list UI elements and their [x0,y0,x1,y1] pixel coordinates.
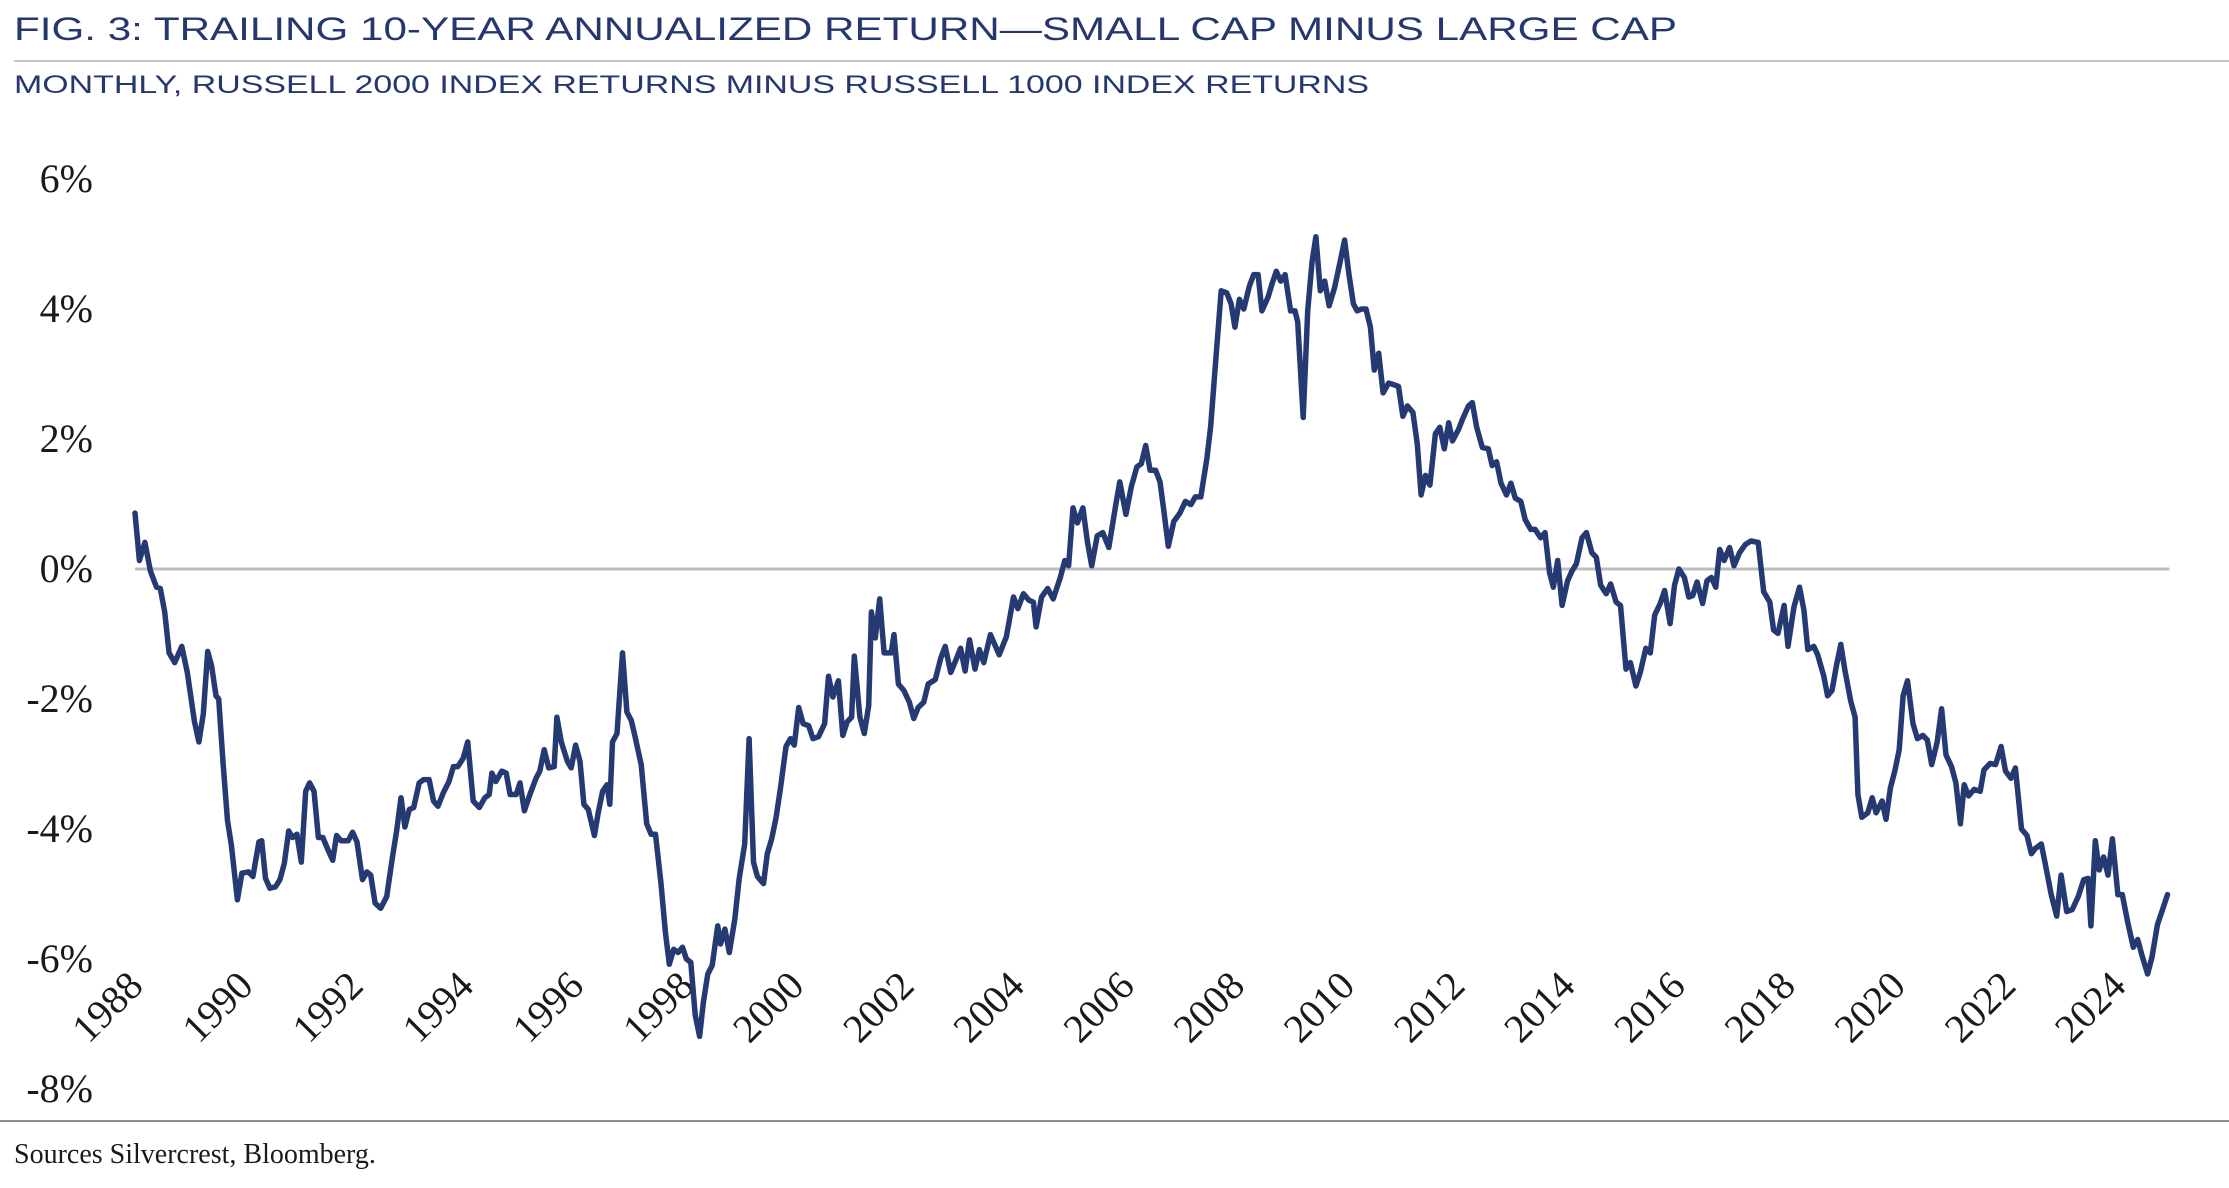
x-tick-label: 1996 [504,963,592,1051]
x-tick-label: 2016 [1605,963,1693,1051]
x-tick-label: 2024 [2046,963,2134,1051]
y-tick-label: 2% [40,416,93,461]
x-tick-label: 2022 [1936,963,2024,1051]
x-tick-label: 2006 [1054,963,1142,1051]
y-tick-label: -6% [26,936,93,981]
x-tick-label: 1998 [614,963,702,1051]
x-tick-label: 1994 [393,963,481,1051]
y-tick-label: -2% [26,676,93,721]
x-tick-label: 2010 [1275,963,1363,1051]
x-tick-label: 2018 [1715,963,1803,1051]
series-line [132,234,2171,1040]
x-axis-tick-labels: 1988 1990 1992 1994 1996 1998 2000 2002 2004 2006… [63,963,2134,1051]
y-axis-tick-labels: 6% 4% 2% 0% -2% -4% -6% -8% [26,156,93,1111]
x-tick-label: 1992 [283,963,371,1051]
y-tick-label: -8% [26,1066,93,1111]
x-tick-label: 1990 [173,963,261,1051]
x-tick-label: 2004 [944,963,1032,1051]
y-tick-label: 0% [40,546,93,591]
y-tick-label: 6% [40,156,93,201]
source-note: Sources Silvercrest, Bloomberg. [14,1139,376,1170]
chart-title: FIG. 3: TRAILING 10-YEAR ANNUALIZED RETU… [14,11,1677,47]
x-tick-label: 2000 [724,963,812,1051]
x-tick-label: 2002 [834,963,922,1051]
y-tick-label: -4% [26,806,93,851]
chart-subtitle: MONTHLY, RUSSELL 2000 INDEX RETURNS MINU… [14,71,1369,99]
x-tick-label: 2012 [1385,963,1473,1051]
y-tick-label: 4% [40,286,93,331]
x-tick-label: 2014 [1495,963,1583,1051]
x-tick-label: 2020 [1826,963,1914,1051]
x-tick-label: 2008 [1165,963,1253,1051]
